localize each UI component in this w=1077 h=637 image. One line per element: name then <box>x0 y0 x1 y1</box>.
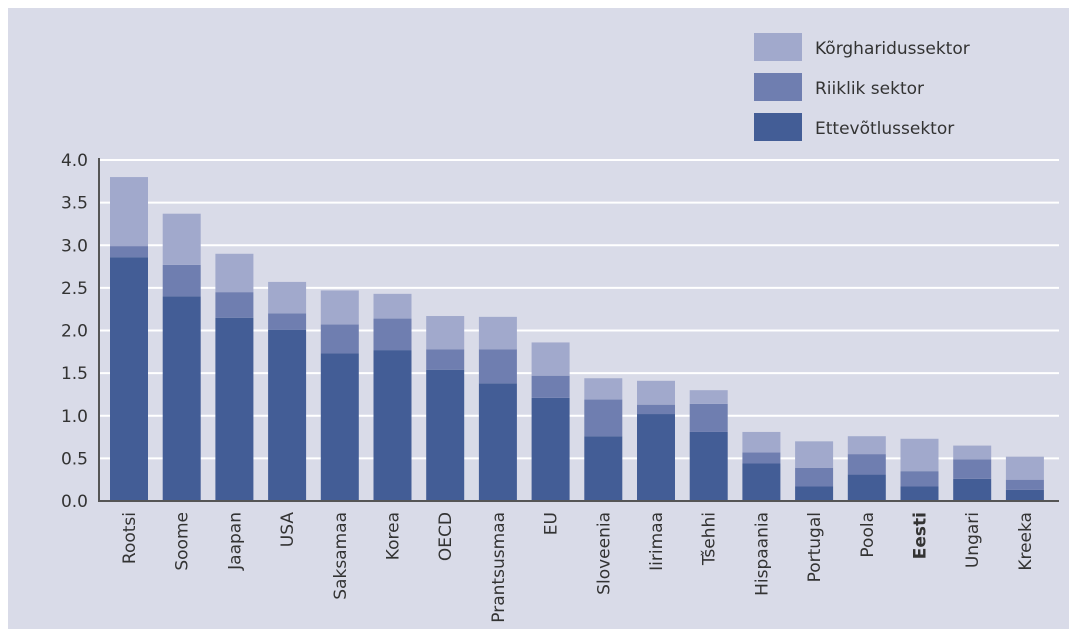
bar-segment <box>162 296 201 501</box>
category-label: Sloveenia <box>594 512 614 595</box>
bar-segment <box>320 353 359 501</box>
category-label: Rootsi <box>120 512 140 564</box>
bar-segment <box>900 471 939 487</box>
bar-segment <box>637 404 675 415</box>
category-label: Eesti <box>911 512 931 559</box>
bar-segment <box>900 486 939 501</box>
bar-segment <box>110 246 148 258</box>
category-label: Soome <box>173 512 193 571</box>
bar-segment <box>795 467 834 487</box>
bar-segment <box>268 329 307 501</box>
bar-segment <box>373 293 412 319</box>
bar-segment <box>584 399 623 437</box>
bar-segment <box>1005 456 1044 480</box>
bar-segment <box>742 463 781 501</box>
y-tick-label: 3.5 <box>61 194 88 214</box>
gridlines <box>99 159 1059 460</box>
legend-swatch <box>754 73 802 101</box>
y-tick-label: 2.0 <box>61 322 88 342</box>
bar-segment <box>847 436 886 455</box>
category-label: Korea <box>384 512 404 560</box>
bar-segment <box>531 342 570 376</box>
bar-segment <box>742 431 781 453</box>
bar-segment <box>215 292 254 318</box>
bar-segment <box>478 316 517 350</box>
category-label: OECD <box>436 512 456 561</box>
y-tick-label: 0.0 <box>61 492 88 512</box>
bar-segment <box>584 436 623 501</box>
category-label: EU <box>542 512 562 535</box>
bar-segment <box>689 403 728 432</box>
bar-segment <box>531 375 570 398</box>
category-label: Jaapan <box>225 512 245 571</box>
bar-segment <box>478 349 517 384</box>
bar-segment <box>162 213 201 265</box>
bar-segment <box>373 350 412 501</box>
legend-swatch <box>754 33 802 61</box>
bar-segment <box>110 257 148 501</box>
category-label: Prantsusmaa <box>489 512 509 623</box>
y-tick-label: 4.0 <box>61 151 88 171</box>
bar-segment <box>215 253 254 293</box>
bar-segment <box>320 290 359 325</box>
bar-segment <box>320 324 359 354</box>
bar-segment <box>847 474 886 501</box>
category-label: Poola <box>858 512 878 558</box>
category-label: Hispaania <box>752 512 772 596</box>
category-label: Ungari <box>963 512 983 568</box>
y-tick-label: 0.5 <box>61 449 88 469</box>
category-label: Saksamaa <box>331 512 351 600</box>
y-axis-ticks: 0.0 0.5 1.0 1.5 2.0 2.5 3.0 3.5 4.0 <box>61 151 88 512</box>
bar-segment <box>953 445 992 460</box>
bar-segment <box>953 459 992 479</box>
legend-label: Ettevõtlussektor <box>815 119 954 139</box>
legend-label: Kõrgharidussektor <box>815 39 970 59</box>
category-label: Portugal <box>805 512 825 582</box>
bar-segment <box>162 264 201 297</box>
bar-segment <box>373 318 412 351</box>
bar-segment <box>689 431 728 501</box>
bar-segment <box>953 478 992 501</box>
bars <box>110 177 1044 501</box>
bar-segment <box>847 454 886 475</box>
bar-segment <box>689 390 728 404</box>
bar-segment <box>426 369 465 501</box>
legend-swatch <box>754 113 802 141</box>
bar-segment <box>637 380 675 405</box>
bar-segment <box>268 281 307 314</box>
legend-label: Riiklik sektor <box>815 79 924 99</box>
bar-segment <box>478 383 517 501</box>
bar-segment <box>795 441 834 468</box>
bar-segment <box>584 378 623 400</box>
category-label: Tšehhi <box>700 512 720 566</box>
category-labels: Rootsi Soome Jaapan USA Saksamaa Korea OECD Pra… <box>120 512 1036 623</box>
bar-segment <box>426 349 465 370</box>
bar-segment <box>215 317 254 501</box>
bar-segment <box>1005 479 1044 490</box>
bar-segment <box>268 313 307 330</box>
bar-segment <box>110 177 148 247</box>
bar-segment <box>900 438 939 472</box>
bar-segment <box>795 486 834 501</box>
legend: Kõrgharidussektor Riiklik sektor Ettevõtlu… <box>754 33 970 141</box>
bar-segment <box>531 397 570 501</box>
y-tick-label: 1.0 <box>61 407 88 427</box>
category-label: Iirimaa <box>647 512 667 571</box>
bar-segment <box>742 452 781 464</box>
y-tick-label: 2.5 <box>61 279 88 299</box>
category-label: Kreeka <box>1016 512 1036 571</box>
bar-segment <box>426 316 465 350</box>
bar-segment <box>637 414 675 501</box>
category-label: USA <box>278 512 298 548</box>
y-tick-label: 3.0 <box>61 236 88 256</box>
y-tick-label: 1.5 <box>61 364 88 384</box>
bar-segment <box>1005 489 1044 501</box>
